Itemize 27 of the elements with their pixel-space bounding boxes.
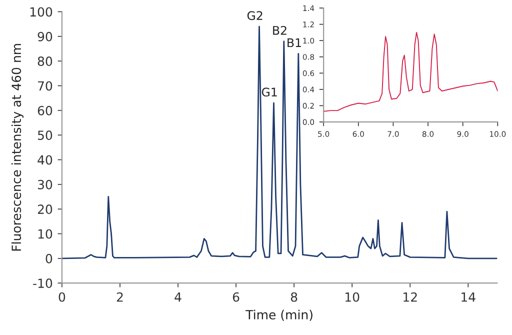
y-tick-label: 60: [38, 106, 52, 116]
x-tick-label: 14: [462, 292, 476, 302]
x-tick-label: 10: [346, 292, 360, 302]
x-tick-label: 2: [116, 292, 123, 302]
y-tick-label: -10: [33, 278, 52, 288]
y-tick-label: 30: [38, 180, 52, 190]
x-tick-label: 4: [174, 292, 182, 302]
x-axis-title: Time (min): [246, 310, 312, 321]
y-tick-label: 20: [38, 204, 52, 214]
y-tick-label: 70: [38, 81, 52, 91]
y-tick-label: 100: [30, 7, 52, 17]
y-tick-label: 10: [38, 229, 52, 239]
annotation: B2: [273, 26, 286, 35]
y-tick-label: 40: [38, 155, 52, 165]
line-series: [324, 32, 498, 112]
x-tick-label: 6: [232, 292, 240, 302]
x-tick-label: 12: [404, 292, 417, 302]
annotation: G2: [247, 11, 262, 20]
y-tick-label: 0: [46, 254, 52, 264]
y-tick-label: 90: [38, 32, 52, 42]
annotation: B1: [288, 38, 301, 48]
y-tick-label: 80: [38, 56, 52, 66]
y-tick-label: 50: [38, 130, 52, 140]
x-tick-label: 8: [290, 292, 298, 302]
y-axis-title: Fluorescence intensity at 460 nm: [11, 44, 24, 251]
x-tick-label: 0: [58, 292, 66, 302]
annotation: G1: [262, 88, 277, 97]
